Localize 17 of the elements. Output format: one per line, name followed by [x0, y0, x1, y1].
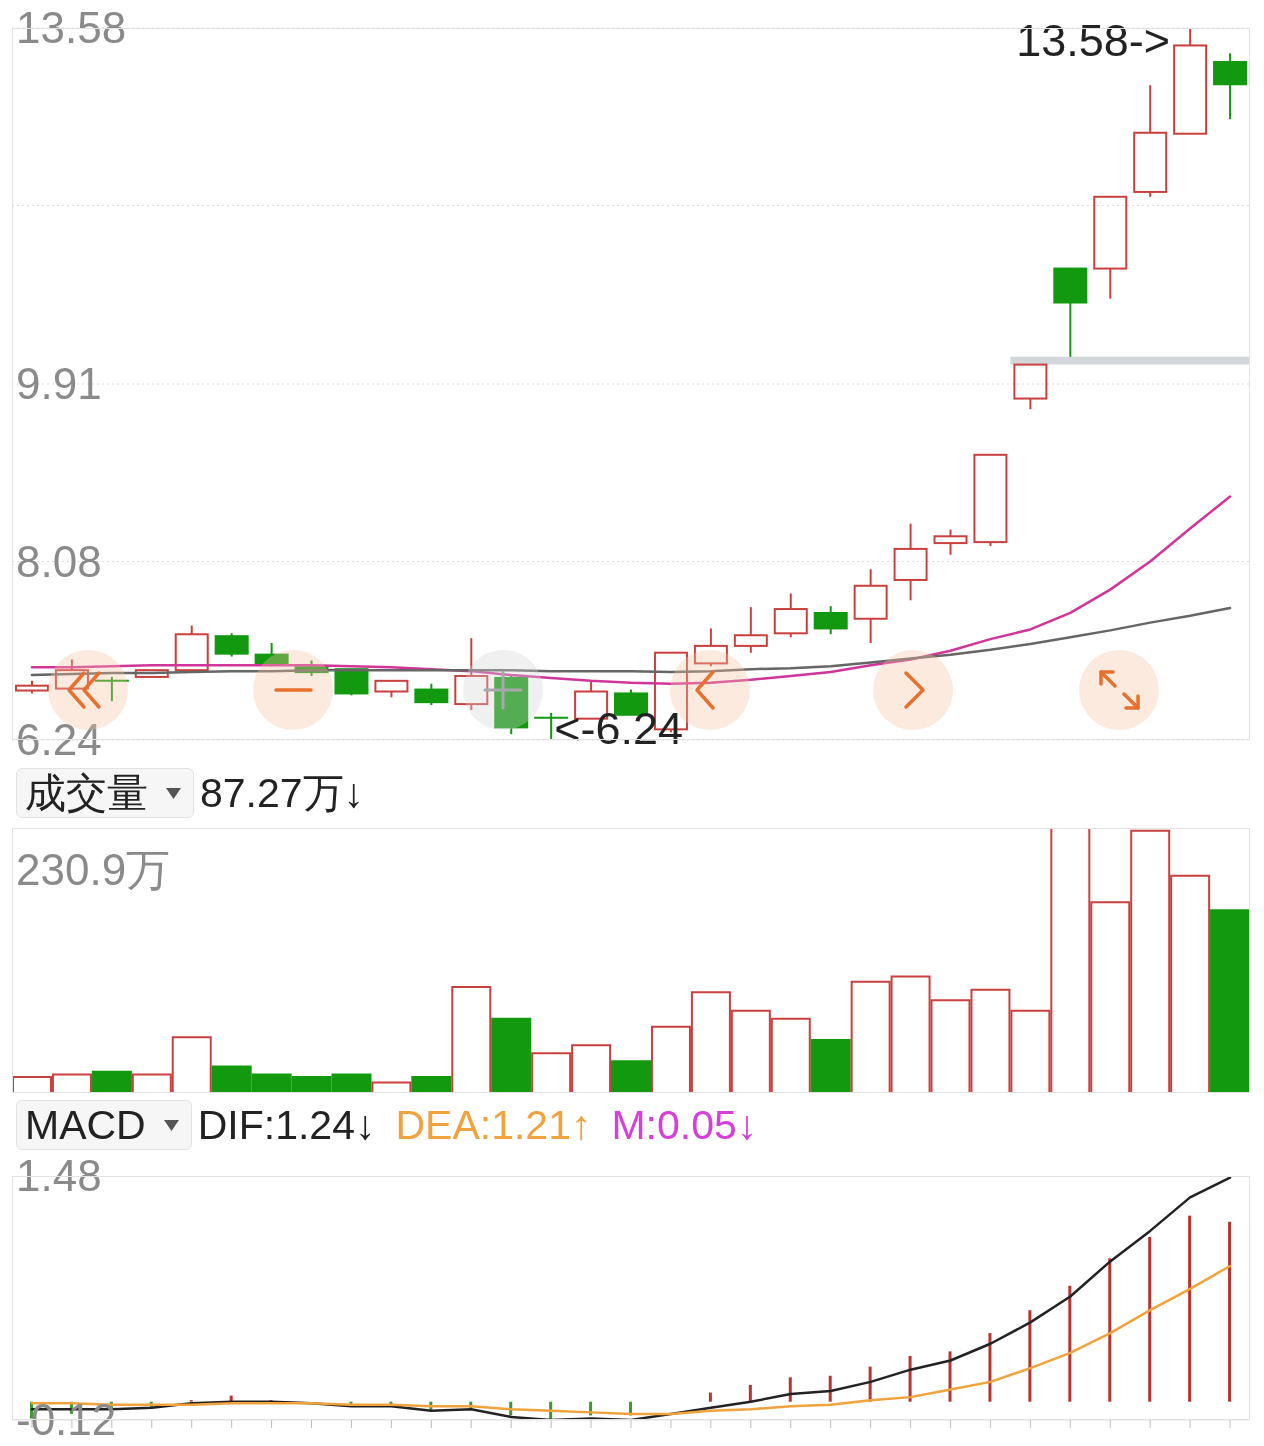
y-tick-label: 1.48: [16, 1151, 102, 1201]
y-tick-label: 8.08: [16, 536, 102, 586]
y-tick-label: 9.91: [16, 359, 102, 409]
text: M:0.05↓: [611, 1101, 758, 1149]
text: DIF:1.24↓: [197, 1101, 376, 1149]
annotation: 13.58->: [1016, 15, 1171, 66]
chart-subtitle: 87.27万↓: [200, 768, 365, 818]
y-tick-label: -0.12: [16, 1395, 117, 1445]
annotation: <-6.24: [554, 703, 683, 754]
annotation: 230.9万: [16, 845, 171, 894]
y-tick-label: 6.24: [16, 715, 102, 765]
chart-title: 成交量: [25, 768, 148, 818]
dropdown-box: 成交量: [16, 768, 194, 818]
dropdown-box: MACD: [16, 1100, 192, 1150]
chart-title: MACD: [25, 1101, 146, 1149]
y-tick-label: 13.58: [16, 3, 127, 53]
text: DEA:1.21↑: [395, 1101, 592, 1149]
